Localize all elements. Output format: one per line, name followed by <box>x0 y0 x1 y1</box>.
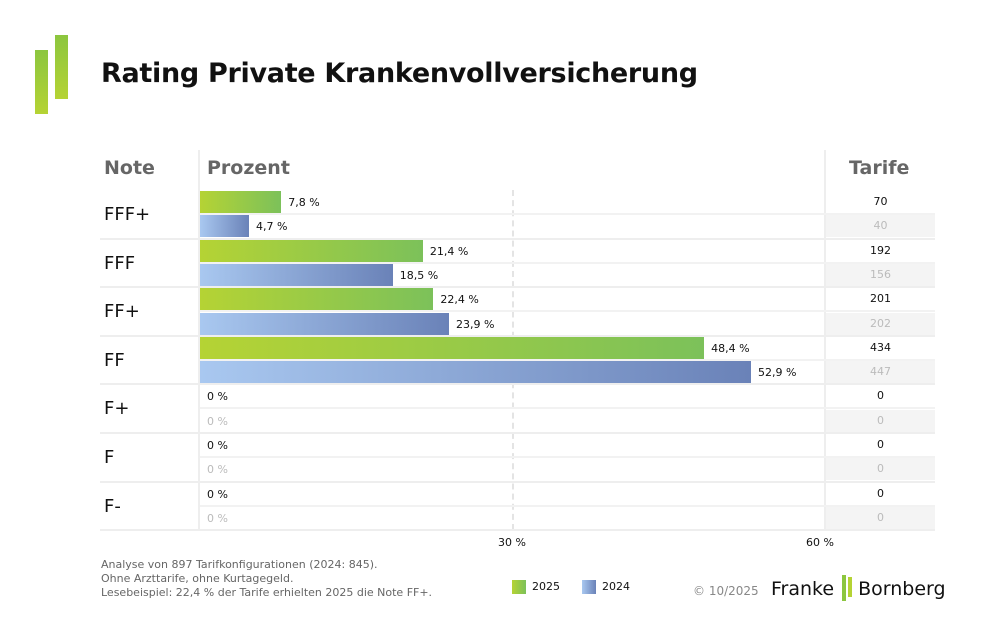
tarife-2024: 0 <box>826 506 935 529</box>
bar-2024 <box>200 312 449 335</box>
value-label-2024: 0 % <box>207 463 228 477</box>
value-label-2024: 4,7 % <box>255 220 288 234</box>
tarife-2024: 0 <box>826 409 935 432</box>
row-divider <box>100 334 935 337</box>
bar-2025 <box>200 191 282 213</box>
header-tarife: Tarife <box>849 157 910 179</box>
footnote-2: Ohne Arzttarife, ohne Kurtagegeld. <box>101 572 294 585</box>
value-label-2025: 0 % <box>207 390 228 404</box>
x-tick-30: 30 % <box>498 536 526 549</box>
subrow-divider <box>200 358 935 361</box>
logo-mark-left <box>35 50 48 114</box>
value-label-2024: 18,5 % <box>399 268 439 282</box>
value-label-2024: 0 % <box>207 414 228 428</box>
tarife-2024: 156 <box>826 263 935 286</box>
bar-2025 <box>200 336 705 359</box>
bar-2025 <box>200 288 434 311</box>
legend-swatch-2024 <box>582 580 596 594</box>
value-label-2025: 0 % <box>207 439 228 452</box>
value-label-2025: 48,4 % <box>711 341 750 355</box>
tarife-2024: 447 <box>826 361 935 384</box>
logo-mark-right <box>55 35 68 99</box>
tarife-2024: 0 <box>826 458 935 481</box>
tarife-2025: 70 <box>873 195 888 208</box>
subrow-divider <box>200 504 935 507</box>
footnote-3: Lesebeispiel: 22,4 % der Tarife erhielte… <box>101 586 433 599</box>
bar-2024 <box>200 263 393 286</box>
copyright: © 10/2025 <box>693 584 759 598</box>
category-label: FFF+ <box>104 204 151 225</box>
tarife-2025: 434 <box>870 340 891 354</box>
subrow-divider <box>200 261 935 264</box>
value-label-2024: 52,9 % <box>758 366 797 380</box>
category-label: F <box>104 447 115 468</box>
category-label: FF <box>104 349 125 371</box>
value-label-2025: 0 % <box>207 487 228 501</box>
bar-2024 <box>200 361 752 384</box>
row-divider <box>100 286 935 289</box>
tarife-2025: 192 <box>870 243 891 257</box>
category-label: FF+ <box>104 301 140 323</box>
subrow-divider <box>200 407 935 410</box>
divider <box>198 150 200 530</box>
legend-label-2025: 2025 <box>532 580 560 593</box>
row-divider <box>100 237 935 240</box>
subrow-divider <box>200 456 935 458</box>
row-divider <box>100 383 935 386</box>
tarife-2025: 0 <box>877 486 884 500</box>
category-label: FFF <box>104 252 136 274</box>
value-label-2025: 21,4 % <box>429 244 469 258</box>
header-note: Note <box>104 157 155 179</box>
x-tick-60: 60 % <box>806 536 834 549</box>
row-divider <box>100 480 935 483</box>
value-label-2024: 23,9 % <box>455 317 495 331</box>
divider <box>824 150 826 530</box>
tarife-2024: 40 <box>826 215 935 238</box>
category-label: F- <box>104 495 121 517</box>
tarife-2025: 201 <box>870 292 891 306</box>
value-label-2025: 22,4 % <box>440 293 479 307</box>
subrow-divider <box>200 213 935 215</box>
legend-label-2024: 2024 <box>602 580 630 593</box>
category-label: F+ <box>104 398 130 420</box>
row-divider <box>100 432 935 434</box>
brand-logo: Franke Bornberg <box>771 575 946 601</box>
row-divider <box>100 529 935 532</box>
value-label-2024: 0 % <box>207 511 228 525</box>
header-prozent: Prozent <box>207 157 290 179</box>
subrow-divider <box>200 310 935 313</box>
legend-swatch-2025 <box>512 580 526 594</box>
tarife-2025: 0 <box>877 389 884 403</box>
footnote-1: Analyse von 897 Tarifkonfigurationen (20… <box>101 558 378 571</box>
bar-2025 <box>200 239 423 262</box>
chart-title: Rating Private Krankenvollversicherung <box>101 58 698 89</box>
bar-2024 <box>200 215 249 238</box>
tarife-2025: 0 <box>877 438 884 451</box>
tarife-2024: 202 <box>826 312 935 335</box>
value-label-2025: 7,8 % <box>288 196 320 209</box>
